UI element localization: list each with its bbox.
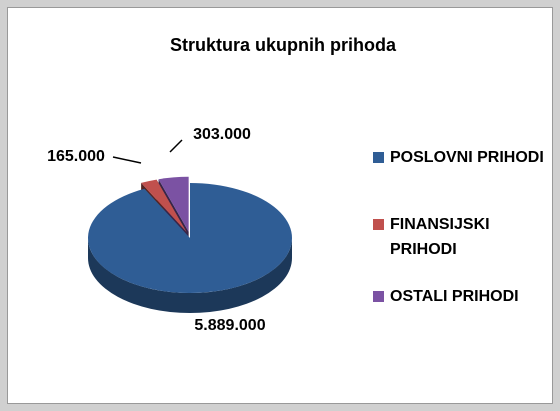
value-label: 165.000 <box>47 148 105 165</box>
slice <box>88 183 293 294</box>
legend-label: FINANSIJSKI PRIHODI <box>390 216 490 258</box>
legend-label: OSTALI PRIHODI <box>390 288 519 305</box>
slice <box>141 179 187 233</box>
legend-label: POSLOVNI PRIHODI <box>390 149 544 166</box>
leader-line <box>169 139 183 153</box>
chart-title: Struktura ukupnih prihoda <box>170 35 397 55</box>
legend-swatch <box>373 291 384 302</box>
value-label: 303.000 <box>193 126 251 143</box>
leader-line <box>112 156 142 164</box>
value-label: 5.889.000 <box>194 317 265 334</box>
legend-swatch <box>373 152 384 163</box>
slice <box>158 176 189 232</box>
slice-side <box>88 238 292 313</box>
legend-swatch <box>373 219 384 230</box>
